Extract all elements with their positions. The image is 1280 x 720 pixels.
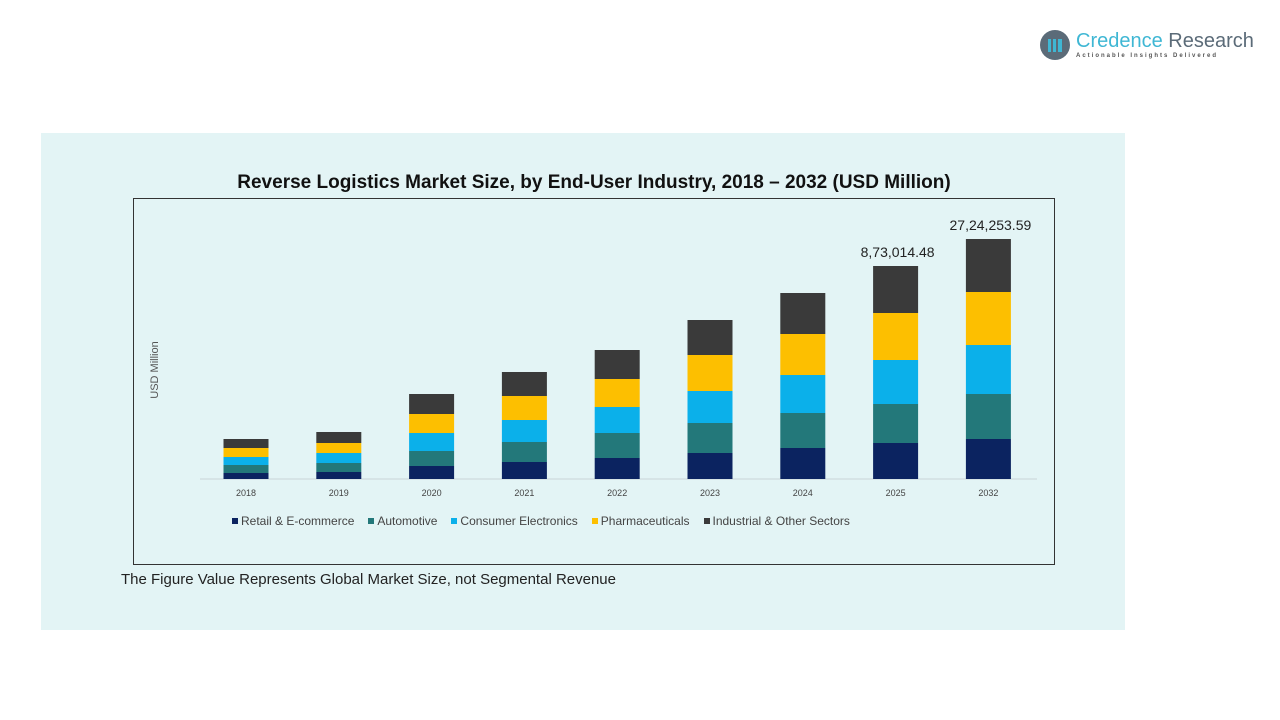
legend-swatch xyxy=(451,518,458,524)
bar-segment-2019-2 xyxy=(316,453,362,463)
bar-segment-2019-1 xyxy=(316,463,362,472)
bar-segment-2021-2 xyxy=(501,420,547,442)
legend-swatch xyxy=(232,518,238,524)
chart-note: The Figure Value Represents Global Marke… xyxy=(121,571,616,588)
bar-segment-2021-3 xyxy=(501,396,547,420)
chart-frame xyxy=(133,198,1055,565)
legend-label: Consumer Electronics xyxy=(460,514,578,528)
legend-label: Automotive xyxy=(377,514,438,528)
chart-title: Reverse Logistics Market Size, by End-Us… xyxy=(237,172,951,193)
brand-tagline: Actionable Insights Delivered xyxy=(1076,53,1219,59)
x-tick-label: 2018 xyxy=(236,488,256,498)
bar-segment-2020-4 xyxy=(409,394,455,414)
data-label: 8,73,014.48 xyxy=(861,244,935,260)
bar-segment-2020-2 xyxy=(409,433,455,451)
bar-segment-2023-3 xyxy=(687,355,733,391)
bar-segment-2018-4 xyxy=(223,439,269,448)
bar-segment-2022-2 xyxy=(594,407,640,433)
bar-segment-2019-3 xyxy=(316,443,362,453)
legend-item: Industrial & Other Sectors xyxy=(703,514,850,528)
bar-segment-2024-0 xyxy=(780,448,826,479)
bar-segment-2018-3 xyxy=(223,448,269,457)
chart-panel xyxy=(41,133,1125,630)
bar-segment-2032-0 xyxy=(965,439,1011,479)
bar-segment-2022-4 xyxy=(594,350,640,379)
x-tick-label: 2032 xyxy=(978,488,998,498)
legend-item: Retail & E-commerce xyxy=(232,514,354,528)
bar-segment-2019-4 xyxy=(316,432,362,443)
x-tick-label: 2025 xyxy=(886,488,906,498)
legend-item: Automotive xyxy=(368,514,437,528)
legend-swatch xyxy=(368,518,375,524)
legend-item: Pharmaceuticals xyxy=(591,514,690,528)
legend-label: Pharmaceuticals xyxy=(600,514,690,528)
bar-segment-2032-3 xyxy=(965,292,1011,345)
brand-name: Credence Research xyxy=(1076,31,1254,51)
bar-segment-2020-1 xyxy=(409,451,455,466)
bar-segment-2020-3 xyxy=(409,414,455,433)
bar-segment-2032-2 xyxy=(965,345,1011,394)
brand-logo: Credence Research Actionable Insights De… xyxy=(1040,30,1254,60)
data-label: 27,24,253.59 xyxy=(950,217,1032,233)
bar-segment-2032-4 xyxy=(965,239,1011,292)
legend-swatch xyxy=(703,518,710,524)
bar-segment-2018-2 xyxy=(223,457,269,465)
legend-label: Industrial & Other Sectors xyxy=(712,514,850,528)
legend: Retail & E-commerce Automotive Consumer El… xyxy=(232,514,850,528)
bar-segment-2022-0 xyxy=(594,458,640,479)
bar-segment-2023-4 xyxy=(687,320,733,355)
bar-segment-2025-2 xyxy=(873,360,919,404)
bar-segment-2021-4 xyxy=(501,372,547,396)
bar-segment-2023-1 xyxy=(687,423,733,453)
bar-segment-2018-0 xyxy=(223,473,269,479)
bar-segment-2022-1 xyxy=(594,433,640,458)
bar-segment-2023-2 xyxy=(687,391,733,423)
legend-label: Retail & E-commerce xyxy=(241,514,355,528)
bar-segment-2021-0 xyxy=(501,462,547,479)
bar-segment-2025-3 xyxy=(873,313,919,360)
bar-segment-2024-3 xyxy=(780,334,826,375)
bar-segment-2025-4 xyxy=(873,266,919,313)
bar-segment-2024-2 xyxy=(780,375,826,413)
x-tick-label: 2021 xyxy=(514,488,534,498)
legend-item: Consumer Electronics xyxy=(451,514,578,528)
bar-segment-2024-4 xyxy=(780,293,826,334)
stacked-bar-chart: 2018 2019 2020 2021 2022 2023 2024 2025 8,73,014… xyxy=(200,217,1037,498)
bar-segment-2021-1 xyxy=(501,442,547,462)
bar-segment-2020-0 xyxy=(409,466,455,479)
x-tick-label: 2020 xyxy=(422,488,442,498)
x-tick-label: 2024 xyxy=(793,488,813,498)
brand-name-1: Credence xyxy=(1076,30,1163,52)
bar-segment-2032-1 xyxy=(965,394,1011,439)
bar-segment-2022-3 xyxy=(594,379,640,407)
bar-segment-2025-1 xyxy=(873,404,919,443)
bar-segment-2019-0 xyxy=(316,472,362,479)
x-tick-label: 2023 xyxy=(700,488,720,498)
bar-segment-2024-1 xyxy=(780,413,826,448)
x-tick-label: 2022 xyxy=(607,488,627,498)
legend-swatch xyxy=(591,518,598,524)
bar-segment-2018-1 xyxy=(223,465,269,473)
x-tick-label: 2019 xyxy=(329,488,349,498)
brand-name-2: Research xyxy=(1162,30,1254,52)
bar-segment-2025-0 xyxy=(873,443,919,479)
bar-segment-2023-0 xyxy=(687,453,733,479)
logo-chart-icon xyxy=(1040,30,1070,60)
